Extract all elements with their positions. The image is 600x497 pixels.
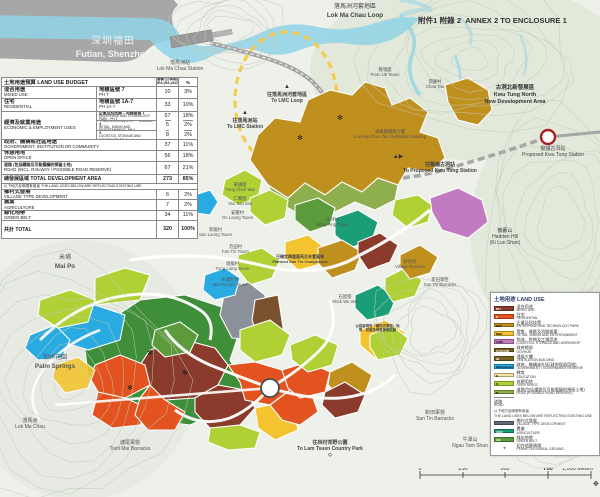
svg-text:500: 500 bbox=[500, 468, 509, 472]
svg-text:✻: ✻ bbox=[337, 114, 343, 122]
svg-text:1,000 Meters: 1,000 Meters bbox=[562, 468, 593, 472]
svg-text:✻: ✻ bbox=[147, 349, 153, 357]
svg-text:0: 0 bbox=[418, 468, 421, 472]
svg-text:750: 750 bbox=[543, 468, 553, 472]
svg-text:✻: ✻ bbox=[297, 134, 303, 142]
svg-text:250: 250 bbox=[458, 468, 467, 472]
